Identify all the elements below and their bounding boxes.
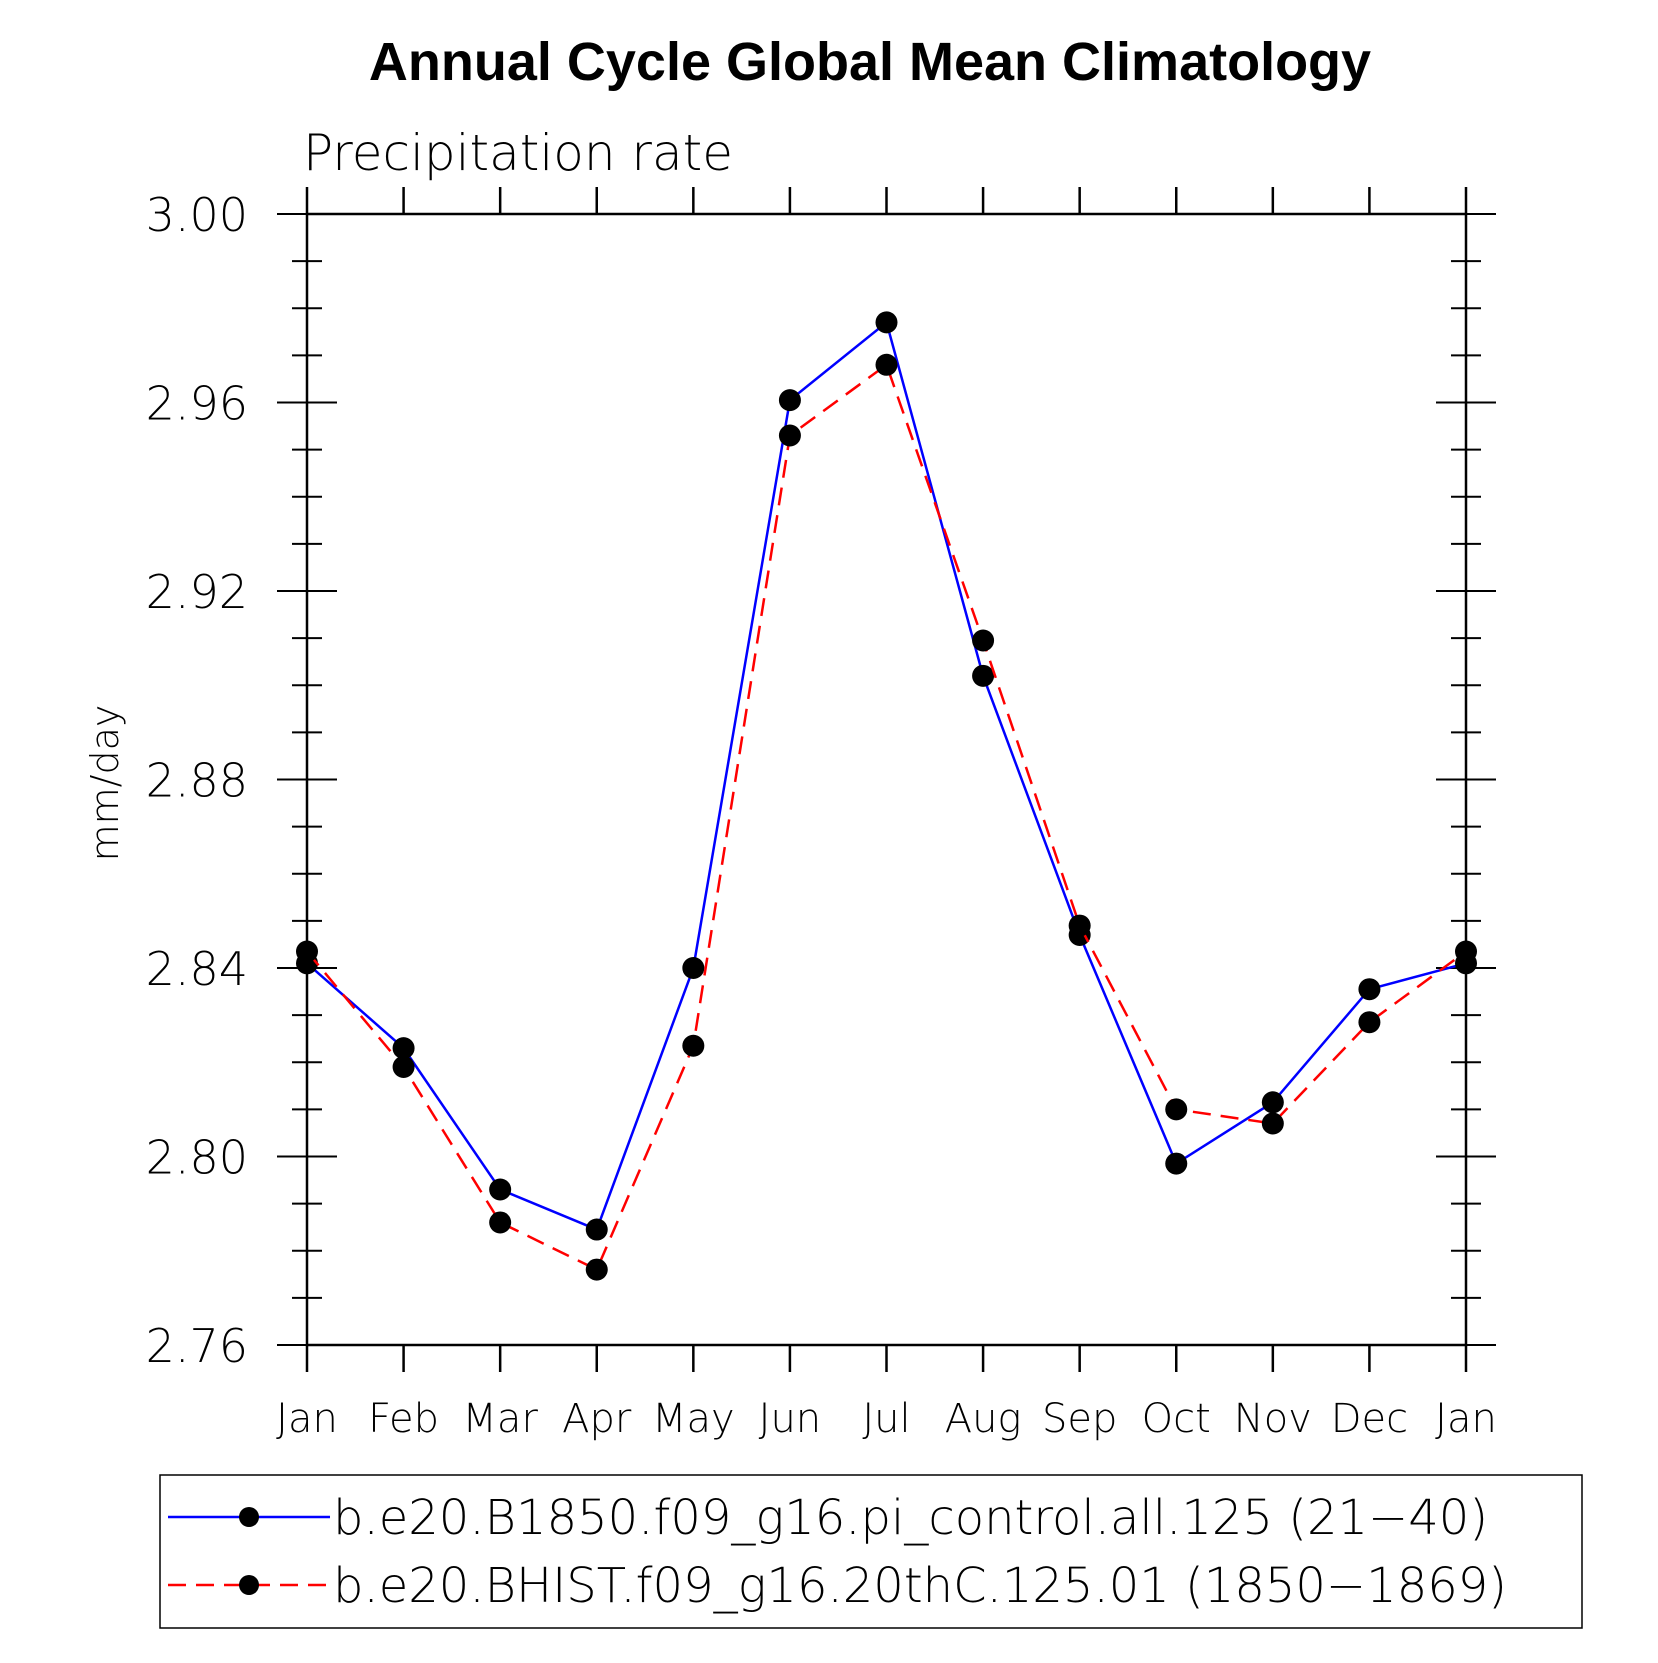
- legend: b.e20.B1850.f09_g16.pi_control.all.125 (…: [159, 1474, 1583, 1629]
- series-2-point: [1455, 940, 1477, 963]
- series-layer: [296, 311, 1477, 1281]
- y-tick-label: 3.00: [146, 188, 248, 242]
- y-tick-label: 2.96: [146, 377, 248, 431]
- series-1-point: [1261, 1091, 1284, 1114]
- series-1-line: [306, 320, 1467, 1232]
- y-tick-label: 2.88: [146, 754, 248, 808]
- series-2: [296, 353, 1477, 1281]
- x-tick-label: Apr: [562, 1396, 632, 1442]
- x-tick-label: Jun: [759, 1396, 822, 1442]
- series-2-point: [585, 1258, 608, 1281]
- x-tick-label: Oct: [1142, 1396, 1211, 1442]
- legend-entries: b.e20.B1850.f09_g16.pi_control.all.125 (…: [168, 1490, 1507, 1614]
- series-1-point: [778, 389, 801, 412]
- series-2-point: [296, 940, 318, 963]
- series-2-point: [778, 424, 801, 447]
- y-tick-label: 2.76: [146, 1319, 248, 1373]
- series-2-point: [1068, 914, 1091, 937]
- legend-label: b.e20.B1850.f09_g16.pi_control.all.125 (…: [333, 1490, 1488, 1546]
- series-2-point: [489, 1211, 512, 1234]
- series-2-point: [875, 353, 898, 376]
- y-tick-label: 2.92: [146, 565, 248, 619]
- x-tick-label: Aug: [945, 1396, 1022, 1442]
- chart-title: Annual Cycle Global Mean Climatology: [369, 32, 1371, 92]
- series-2-line: [306, 362, 1467, 1272]
- x-tick-label: Jan: [276, 1396, 338, 1442]
- series-1-point: [682, 957, 705, 979]
- x-tick-label: Jan: [1435, 1396, 1497, 1442]
- y-axis-label: mm/day: [83, 705, 127, 862]
- y-tick-label: 2.80: [146, 1131, 248, 1185]
- x-tick-label: Jul: [862, 1396, 910, 1442]
- y-tick-label: 2.84: [146, 942, 248, 996]
- x-tick-label: May: [652, 1396, 735, 1442]
- series-1: [296, 311, 1477, 1241]
- legend-entry-2: b.e20.BHIST.f09_g16.20thC.125.01 (1850−1…: [168, 1558, 1507, 1614]
- legend-entry-1: b.e20.B1850.f09_g16.pi_control.all.125 (…: [168, 1490, 1488, 1546]
- series-1-point: [875, 311, 898, 334]
- x-tick-label: Nov: [1234, 1396, 1312, 1442]
- series-1-point: [1358, 978, 1381, 1001]
- series-2-point: [392, 1055, 415, 1078]
- legend-label: b.e20.BHIST.f09_g16.20thC.125.01 (1850−1…: [333, 1558, 1507, 1614]
- series-2-point: [1165, 1098, 1188, 1121]
- y-tick-labels: 2.76 2.80 2.84 2.88 2.92 2.96 3.00: [146, 188, 248, 1373]
- series-1-point: [392, 1037, 415, 1060]
- x-tick-label: Sep: [1042, 1396, 1117, 1442]
- x-tick-label: Mar: [462, 1396, 538, 1442]
- legend-box: [159, 1474, 1583, 1629]
- series-1-point: [972, 664, 995, 687]
- plot-area-frame: [305, 212, 1468, 1347]
- series-2-point: [1261, 1112, 1284, 1135]
- x-tick-label: Feb: [368, 1396, 439, 1442]
- legend-marker: [239, 1507, 259, 1527]
- x-tick-labels: Jan Feb Mar Apr May Jun Jul Aug Sep Oct Nov Dec Jan: [276, 1396, 1497, 1442]
- legend-marker: [239, 1575, 259, 1595]
- x-tick-label: Dec: [1331, 1396, 1408, 1442]
- series-1-point: [489, 1178, 512, 1201]
- series-2-point: [972, 629, 995, 652]
- series-1-point: [1165, 1152, 1188, 1175]
- chart-subtitle: Precipitation rate: [303, 124, 733, 182]
- series-2-point: [1358, 1011, 1381, 1034]
- series-1-point: [585, 1218, 608, 1241]
- series-2-point: [682, 1034, 705, 1057]
